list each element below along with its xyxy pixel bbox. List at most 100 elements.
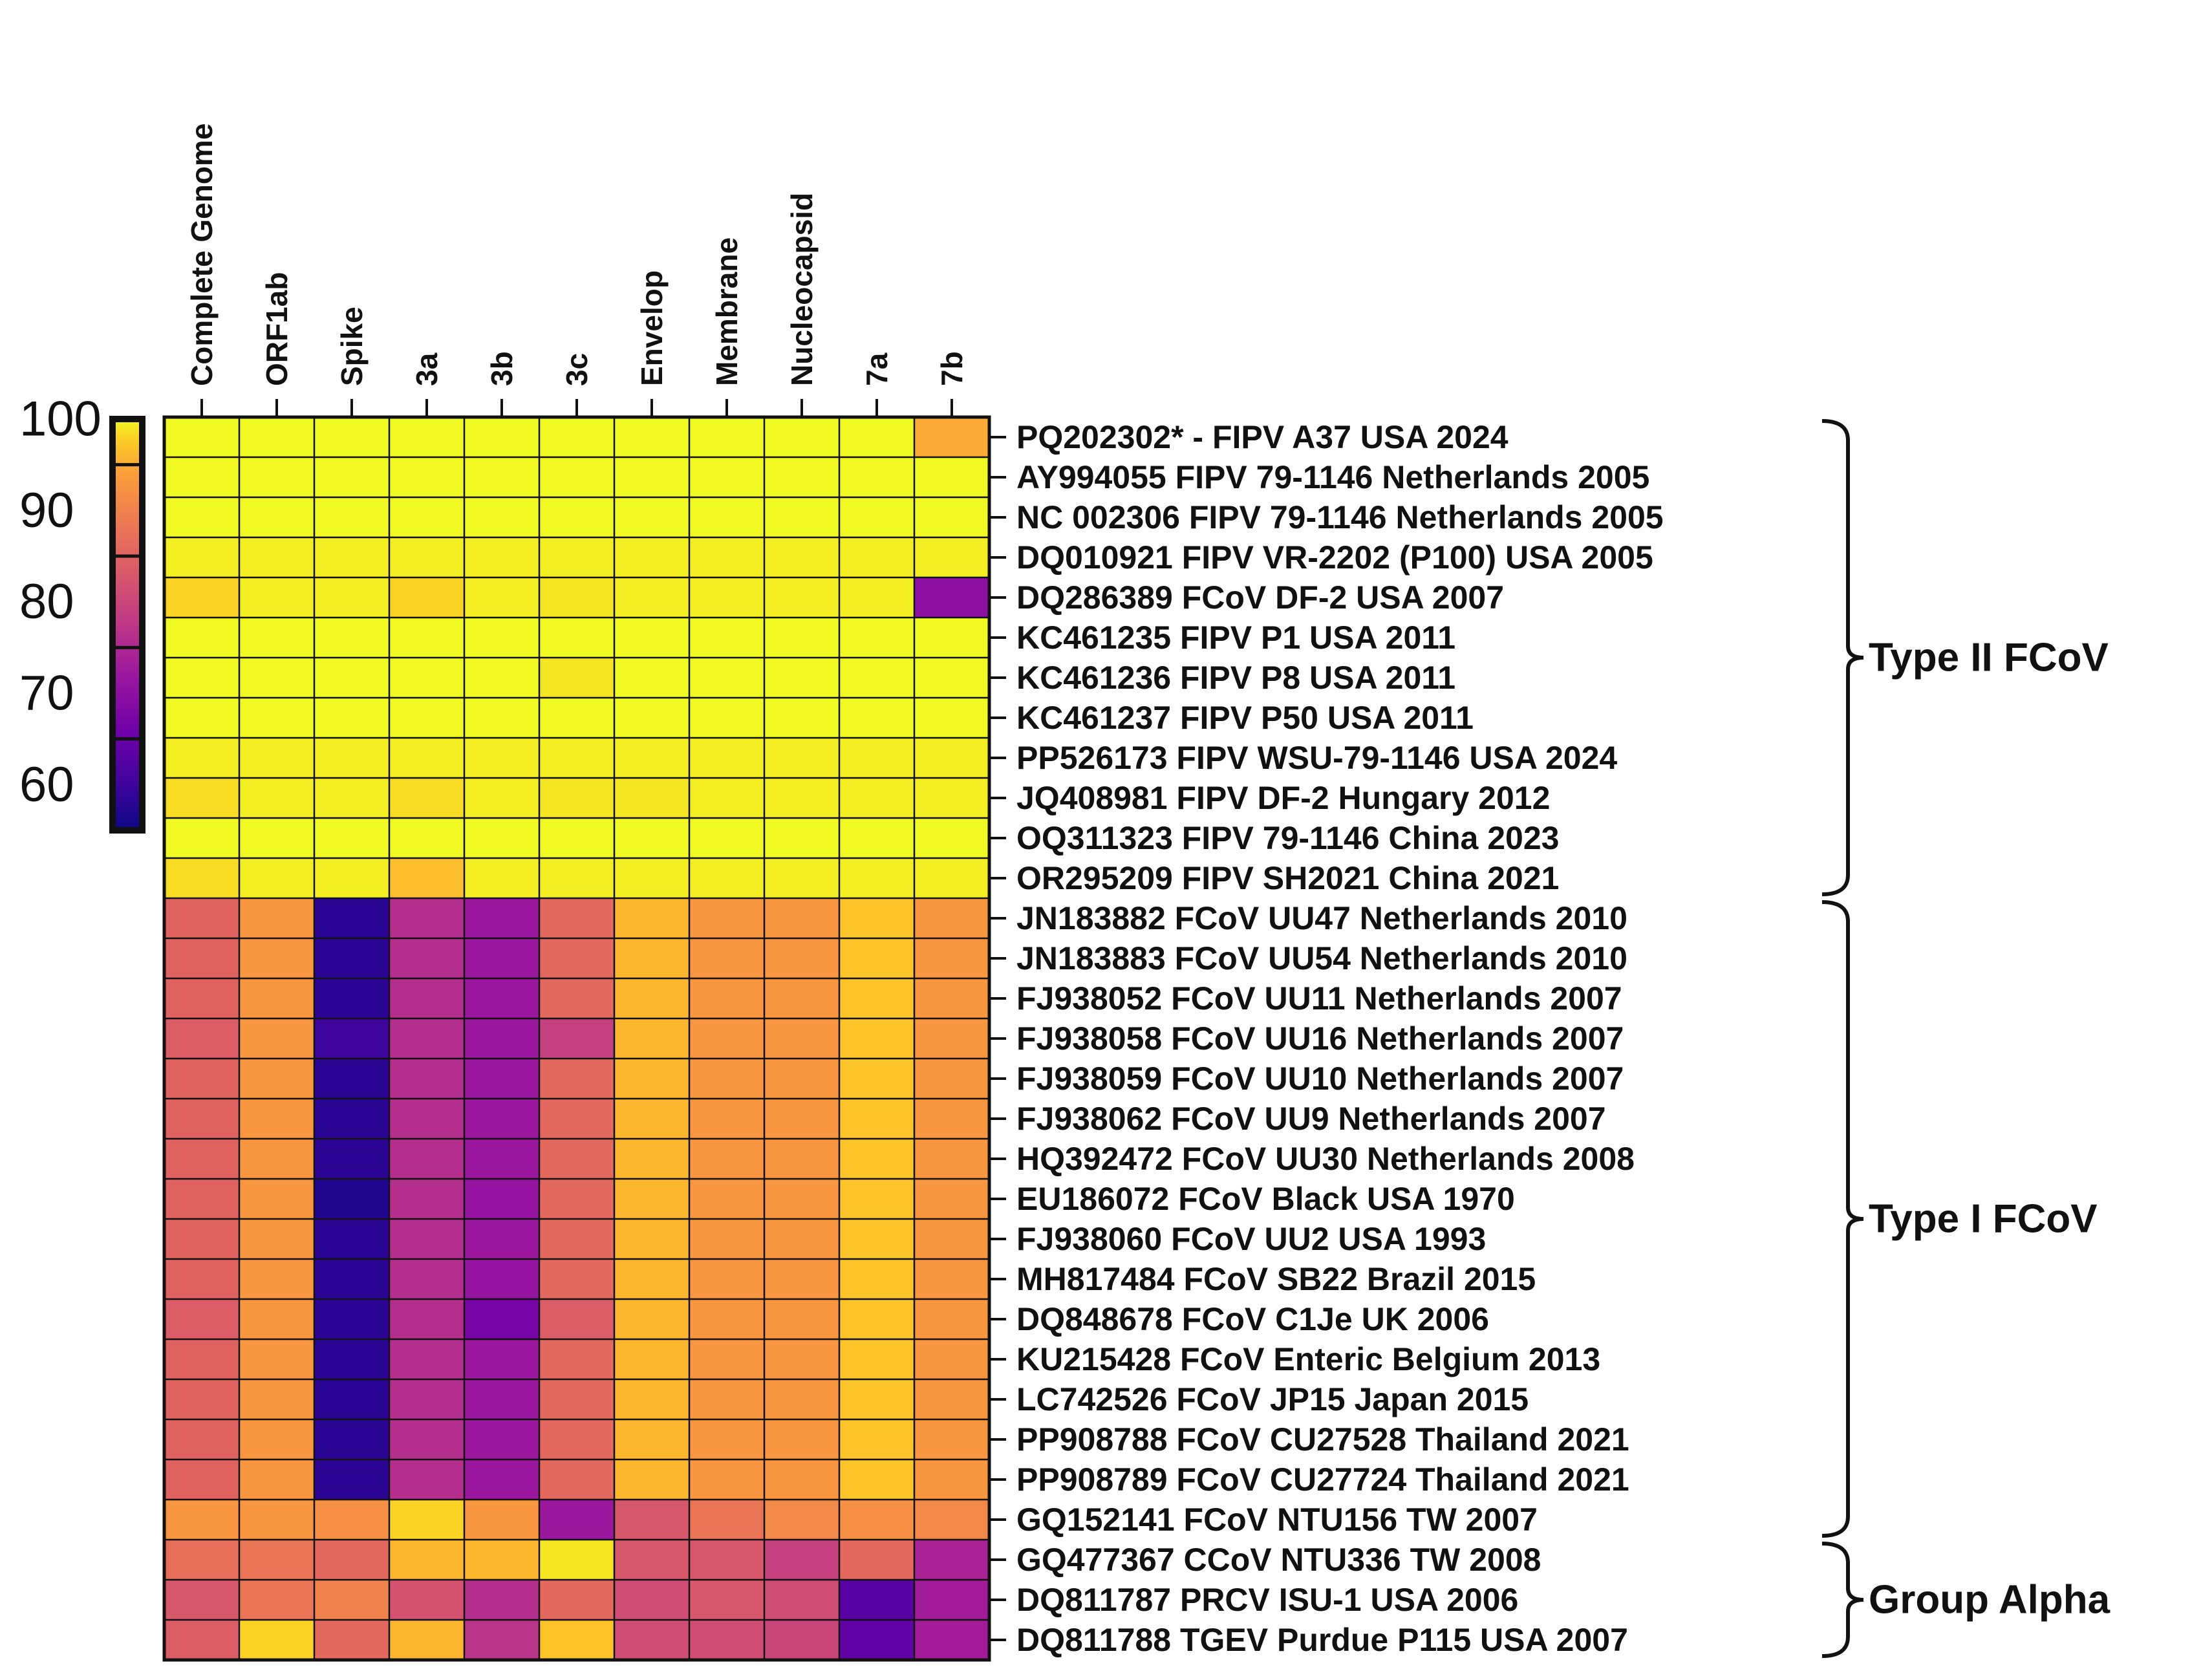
heatmap-cell [539,1099,615,1139]
heatmap-cell [839,577,915,618]
heatmap-cell [839,417,915,458]
heatmap-cell [464,938,540,979]
heatmap-cell [239,978,315,1019]
heatmap-cell [614,577,690,618]
heatmap-cell [839,818,915,859]
heatmap-cell [914,698,990,738]
heatmap-cell [239,497,315,538]
heatmap-cell [389,457,465,498]
row-label: PP908788 FCoV CU27528 Thailand 2021 [1016,1421,1629,1458]
group-label: Type I FCoV [1869,1197,2098,1242]
row-label: LC742526 FCoV JP15 Japan 2015 [1016,1381,1529,1417]
heatmap-cell [914,417,990,458]
heatmap-cell [389,1379,465,1420]
heatmap-cell [914,1139,990,1179]
heatmap-cell [539,938,615,979]
group-label: Type II FCoV [1869,636,2109,680]
heatmap-cell [164,1018,240,1059]
heatmap-cell [389,698,465,738]
row-label: KC461236 FIPV P8 USA 2011 [1016,660,1455,696]
heatmap-cell [839,778,915,819]
row-label: DQ848678 FCoV C1Je UK 2006 [1016,1301,1489,1337]
heatmap-cell [239,1379,315,1420]
heatmap-cell [839,1139,915,1179]
heatmap-cell [914,1620,990,1661]
heatmap-cell [539,858,615,899]
heatmap-cell [164,497,240,538]
heatmap-cell [914,577,990,618]
heatmap-cell [389,1139,465,1179]
heatmap-cell [314,1540,390,1580]
column-label: Envelop [635,270,669,386]
heatmap-cell [164,778,240,819]
heatmap-cell [614,818,690,859]
heatmap-cell [239,1099,315,1139]
heatmap-cell [239,1139,315,1179]
heatmap-cell [614,1018,690,1059]
heatmap-cell [239,1540,315,1580]
heatmap-cell [839,1580,915,1621]
row-label: FJ938052 FCoV UU11 Netherlands 2007 [1016,980,1622,1017]
heatmap-cell [839,497,915,538]
heatmap-cell [164,1059,240,1099]
heatmap-cell [839,898,915,939]
row-label: FJ938058 FCoV UU16 Netherlands 2007 [1016,1020,1624,1057]
heatmap-cell [539,618,615,658]
heatmap-cell [839,1099,915,1139]
heatmap-cell [389,618,465,658]
row-label: GQ477367 CCoV NTU336 TW 2008 [1016,1542,1541,1578]
group-bracket [1821,419,1864,896]
heatmap-cell [764,1219,840,1260]
heatmap-cell [689,978,765,1019]
group-label: Group Alpha [1869,1578,2110,1622]
heatmap-cell [839,1059,915,1099]
heatmap-cell [764,1139,840,1179]
heatmap-cell [389,1059,465,1099]
row-label: DQ010921 FIPV VR-2202 (P100) USA 2005 [1016,539,1653,576]
heatmap-cell [389,577,465,618]
heatmap-cell [689,577,765,618]
heatmap-cell [239,618,315,658]
heatmap-cell [314,497,390,538]
heatmap-cell [464,1059,540,1099]
heatmap-cell [389,658,465,698]
column-label: Nucleocapsid [785,193,819,386]
heatmap-cell [539,738,615,779]
heatmap-cell [839,1540,915,1580]
heatmap-cell [164,978,240,1019]
heatmap-cell [464,1299,540,1340]
heatmap-cell [164,537,240,578]
heatmap-cell [764,738,840,779]
heatmap-cell [614,1139,690,1179]
heatmap-cell [539,818,615,859]
heatmap-cell [689,1139,765,1179]
heatmap-cell [839,698,915,738]
heatmap-cell [764,1018,840,1059]
heatmap-cell [764,1540,840,1580]
heatmap-cell [539,1179,615,1220]
heatmap-cell [614,537,690,578]
heatmap-cell [239,1059,315,1099]
heatmap-cell [389,1179,465,1220]
heatmap-cell [314,1219,390,1260]
heatmap-cell [464,1339,540,1380]
heatmap-cell [689,698,765,738]
heatmap-cell [314,577,390,618]
heatmap-cell [764,1419,840,1460]
heatmap-cell [389,858,465,899]
heatmap-cell [314,1339,390,1380]
heatmap-cell [689,858,765,899]
heatmap-cell [539,1379,615,1420]
heatmap-cell [389,1299,465,1340]
group-bracket [1821,900,1864,1538]
heatmap-cell [314,1259,390,1300]
heatmap-cell [239,778,315,819]
heatmap-cell [389,1459,465,1500]
heatmap-cell [539,1580,615,1621]
heatmap-cell [314,1099,390,1139]
heatmap-cell [839,1018,915,1059]
heatmap-cell [314,898,390,939]
heatmap-cell [614,1219,690,1260]
column-label: Spike [335,307,369,386]
heatmap-cell [164,1620,240,1661]
